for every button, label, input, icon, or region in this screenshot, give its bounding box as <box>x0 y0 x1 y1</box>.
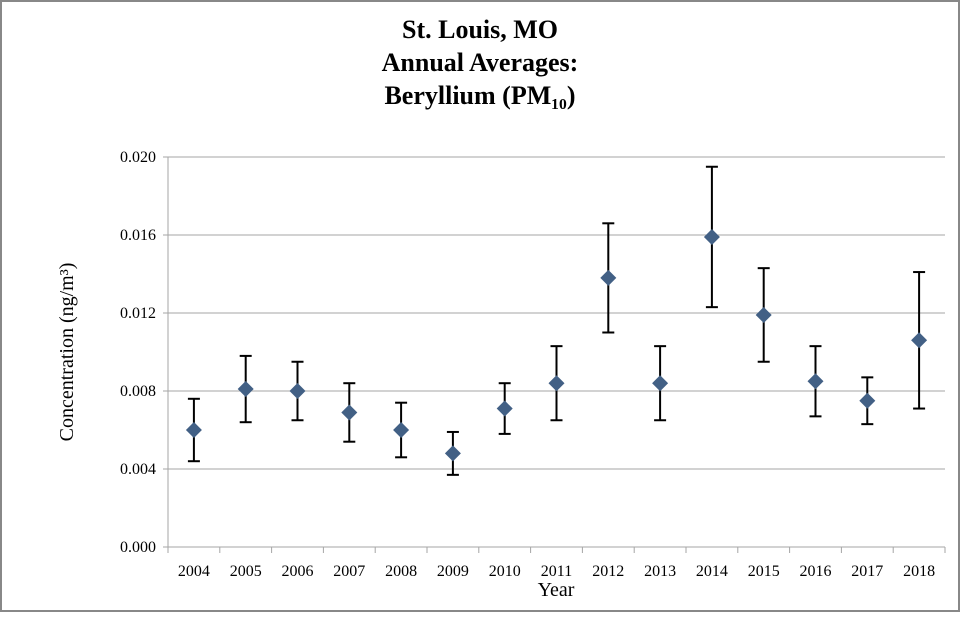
x-tick-label: 2013 <box>644 563 676 580</box>
y-tick-label: 0.008 <box>120 383 156 400</box>
chart-title-line: St. Louis, MO <box>402 15 558 44</box>
x-tick-label: 2012 <box>592 563 624 580</box>
data-point <box>652 375 669 392</box>
x-tick-label: 2011 <box>541 563 572 580</box>
y-axis-title: Concentration (ng/m³) <box>56 263 78 442</box>
data-point <box>341 404 358 421</box>
data-point <box>289 383 306 399</box>
x-axis-title: Year <box>538 579 575 601</box>
x-tick-label: 2016 <box>800 563 832 580</box>
x-tick-label: 2008 <box>385 563 417 580</box>
y-tick-label: 0.004 <box>120 461 156 478</box>
data-point <box>807 373 824 390</box>
x-tick-label: 2004 <box>178 563 210 580</box>
data-point <box>444 445 461 462</box>
y-tick-label: 0.016 <box>120 227 156 244</box>
x-tick-label: 2014 <box>696 563 728 580</box>
data-point <box>548 375 565 392</box>
x-tick-label: 2018 <box>903 563 935 580</box>
x-tick-label: 2007 <box>333 563 365 580</box>
y-tick-label: 0.012 <box>120 305 156 322</box>
data-point <box>600 269 617 286</box>
data-point <box>496 400 513 417</box>
data-point <box>911 332 928 349</box>
x-tick-label: 2017 <box>851 563 883 580</box>
y-tick-label: 0.000 <box>120 539 156 556</box>
data-point <box>237 381 254 398</box>
chart-title-line: Beryllium (PM₁₀) <box>384 81 575 110</box>
y-tick-label: 0.020 <box>120 149 156 166</box>
title-group: St. Louis, MO Annual Averages: Beryllium (… <box>382 15 579 110</box>
x-tick-label: 2005 <box>230 563 262 580</box>
data-point <box>703 228 720 245</box>
data-point <box>755 306 772 323</box>
x-tick-label: 2010 <box>489 563 521 580</box>
x-tick-label: 2015 <box>748 563 780 580</box>
data-point <box>859 392 876 409</box>
chart-title-line: Annual Averages: <box>382 48 579 77</box>
x-tick-label: 2009 <box>437 563 469 580</box>
data-point <box>185 422 202 438</box>
data-point <box>393 422 410 438</box>
x-tick-label: 2006 <box>282 563 314 580</box>
